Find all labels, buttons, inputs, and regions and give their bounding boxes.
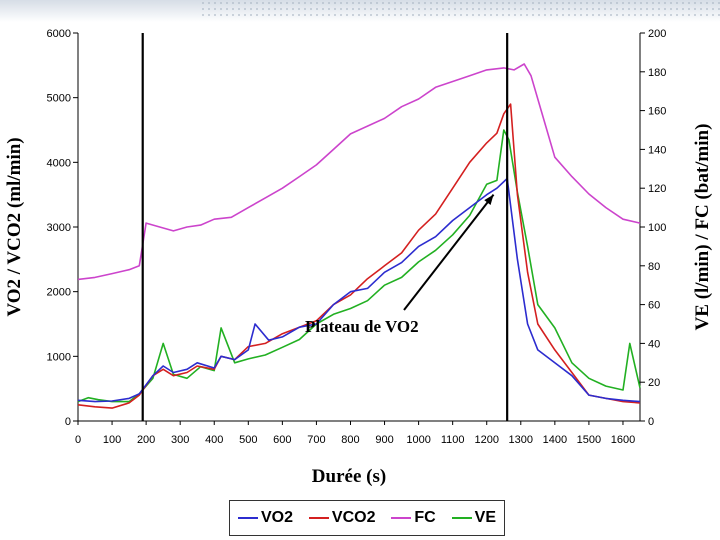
right-tick-label: 0 [648,416,654,428]
legend-item-fc: FC [391,509,436,527]
right-tick-label: 160 [648,106,666,118]
left-tick-label: 0 [65,416,71,428]
x-tick-label: 400 [205,434,223,446]
series-line-vco2 [77,103,641,409]
x-tick-label: 1400 [543,434,567,446]
series-line-fc [77,63,641,281]
left-axis-title: VO2 / VCO2 (ml/min) [4,137,25,316]
x-tick-label: 300 [171,434,189,446]
left-tick-label: 3000 [47,222,71,234]
right-axis-title: VE (l/min) / FC (bat/min) [692,124,713,331]
x-tick-label: 1600 [611,434,635,446]
header-pattern [200,0,720,20]
x-tick-label: 1100 [441,434,465,446]
legend-item-vo2: VO2 [237,509,293,527]
x-tick-label: 700 [307,434,325,446]
right-axis-ticks: 0 20 40 60 80 100 120 140 160 180 200 [640,28,666,428]
x-tick-label: 1000 [406,434,430,446]
right-tick-label: 20 [648,377,660,389]
right-tick-label: 40 [648,338,660,350]
left-tick-label: 1000 [47,351,71,363]
annotation-arrowhead [484,194,494,206]
annotation-text: Plateau de VO2 [305,317,419,336]
vertical-markers [141,33,509,421]
right-tick-label: 80 [648,261,660,273]
right-tick-label: 200 [648,28,666,40]
x-axis-title: Durée (s) [312,466,386,487]
right-tick-label: 120 [648,183,666,195]
annotation-layer: Plateau de VO2 [305,194,495,336]
annotation-arrow [403,194,495,311]
legend-swatch-vco2 [308,517,329,519]
legend-item-vco2: VCO2 [308,509,376,527]
legend-label-fc: FC [414,509,436,526]
right-tick-label: 140 [648,144,666,156]
series-layer [77,63,641,409]
x-tick-label: 500 [239,434,257,446]
legend-item-ve: VE [451,509,496,527]
legend-label-vco2: VCO2 [331,509,376,526]
x-tick-label: 800 [341,434,359,446]
x-axis-ticks: 0 100 200 300 400 500 600 700 800 900 1000 1100 1200… [75,421,635,446]
left-tick-label: 4000 [47,157,71,169]
x-tick-label: 0 [75,434,81,446]
x-tick-label: 1500 [577,434,601,446]
left-tick-label: 2000 [47,287,71,299]
left-axis-ticks: 0 1000 2000 3000 4000 5000 6000 [47,28,78,428]
x-tick-label: 900 [375,434,393,446]
legend-swatch-fc [391,517,412,519]
left-tick-label: 6000 [47,28,71,40]
series-line-vo2 [77,177,641,403]
x-tick-label: 200 [137,434,155,446]
x-tick-label: 100 [103,434,121,446]
legend-swatch-vo2 [237,517,258,519]
legend-label-ve: VE [474,509,496,526]
right-tick-label: 60 [648,300,660,312]
x-tick-label: 1300 [509,434,533,446]
right-tick-label: 180 [648,67,666,79]
x-tick-label: 1200 [474,434,498,446]
series-line-ve [77,129,641,403]
right-tick-label: 100 [648,222,666,234]
legend-label-vo2: VO2 [260,509,293,526]
x-tick-label: 600 [273,434,291,446]
slide-header-band [0,0,720,22]
legend-swatch-ve [451,517,472,519]
chart-legend: VO2 VCO2 FC VE [229,500,505,536]
left-tick-label: 5000 [47,93,71,105]
